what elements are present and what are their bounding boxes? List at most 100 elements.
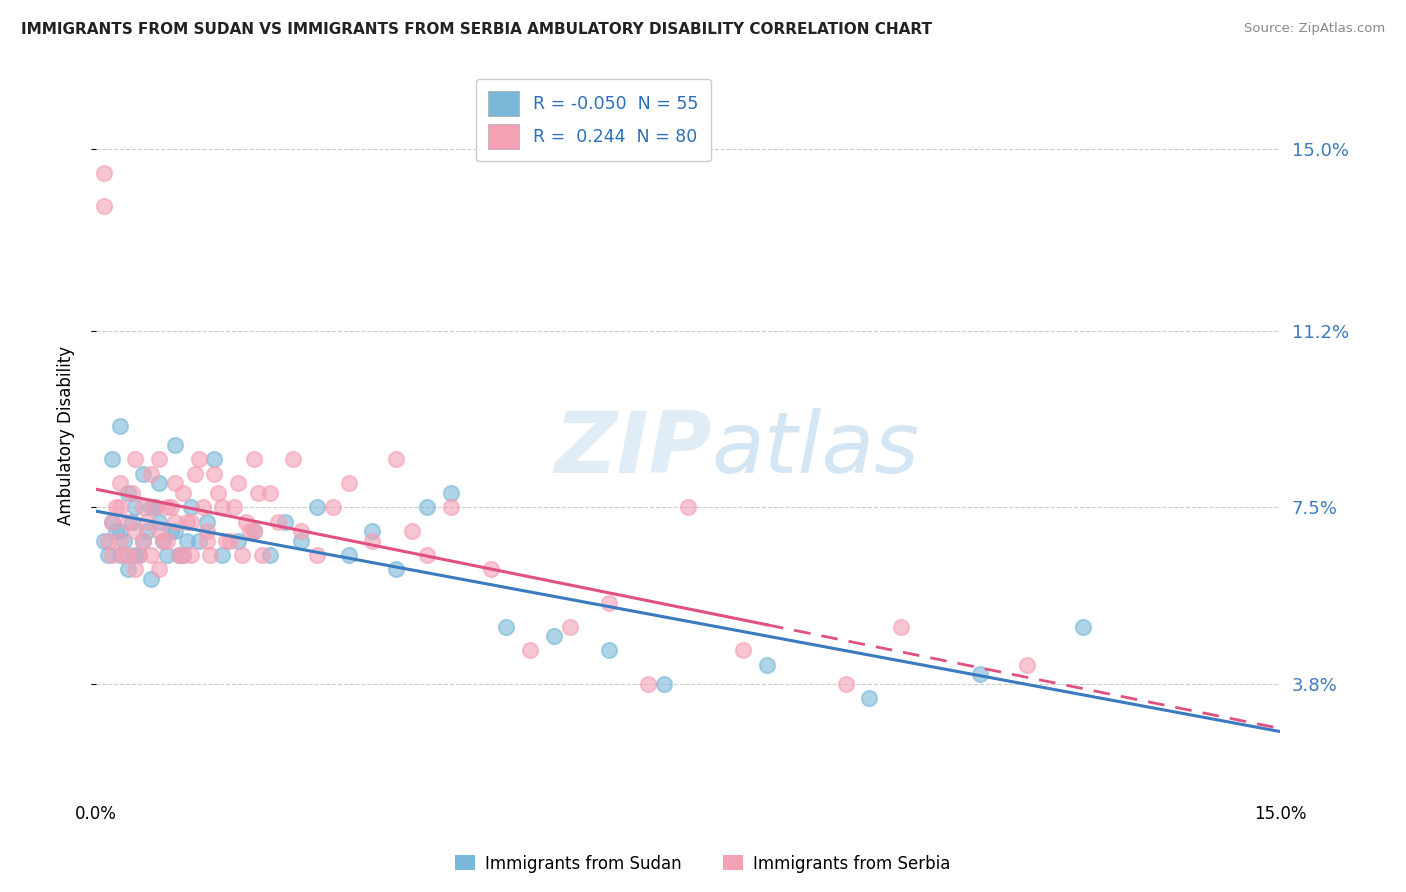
Point [141,467,163,481]
Point [121,515,143,529]
Point [136,524,159,538]
Point [124,562,146,576]
Point [250,548,273,562]
Point [121,486,143,500]
Point [637,677,659,691]
Point [246,486,269,500]
Text: IMMIGRANTS FROM SUDAN VS IMMIGRANTS FROM SERBIA AMBULATORY DISABILITY CORRELATIO: IMMIGRANTS FROM SUDAN VS IMMIGRANTS FROM… [21,22,932,37]
Y-axis label: Ambulatory Disability: Ambulatory Disability [58,346,75,525]
Point [211,548,233,562]
Text: Source: ZipAtlas.com: Source: ZipAtlas.com [1244,22,1385,36]
Point [543,629,565,643]
Point [479,562,502,576]
Point [101,548,124,562]
Point [108,476,131,491]
Point [148,452,170,467]
Point [167,548,190,562]
Point [141,548,163,562]
Point [124,524,146,538]
Point [195,533,218,548]
Point [219,533,242,548]
Point [519,643,541,657]
Point [101,515,124,529]
Point [337,548,360,562]
Point [969,667,991,681]
Point [243,452,266,467]
Point [132,500,155,515]
Point [361,524,384,538]
Point [148,524,170,538]
Point [733,643,755,657]
Point [104,500,127,515]
Point [132,467,155,481]
Point [416,548,439,562]
Point [440,500,463,515]
Point [108,548,131,562]
Point [180,500,202,515]
Point [259,486,281,500]
Point [124,548,146,562]
Point [283,452,305,467]
Point [676,500,699,515]
Point [226,476,249,491]
Point [93,533,115,548]
Point [266,515,288,529]
Point [117,562,139,576]
Point [132,533,155,548]
Point [160,500,183,515]
Point [290,524,312,538]
Point [152,533,174,548]
Point [128,548,150,562]
Point [401,524,423,538]
Point [361,533,384,548]
Point [187,452,209,467]
Point [890,619,912,633]
Point [163,515,186,529]
Point [337,476,360,491]
Point [124,452,146,467]
Point [440,486,463,500]
Point [101,515,124,529]
Point [858,691,880,706]
Point [108,533,131,548]
Point [112,533,135,548]
Point [163,476,186,491]
Point [108,524,131,538]
Point [176,515,198,529]
Point [167,548,190,562]
Point [163,524,186,538]
Point [172,486,194,500]
Point [259,548,281,562]
Point [558,619,581,633]
Point [495,619,517,633]
Point [226,533,249,548]
Point [93,166,115,180]
Point [183,467,205,481]
Point [143,500,166,515]
Point [207,486,229,500]
Point [652,677,675,691]
Point [163,438,186,452]
Point [598,596,620,610]
Point [243,524,266,538]
Point [231,548,253,562]
Point [215,533,238,548]
Point [101,452,124,467]
Point [385,562,408,576]
Point [598,643,620,657]
Point [172,548,194,562]
Point [235,515,257,529]
Point [191,500,214,515]
Point [160,524,183,538]
Point [211,500,233,515]
Point [305,548,328,562]
Point [239,524,262,538]
Point [200,548,222,562]
Point [136,515,159,529]
Point [274,515,297,529]
Point [93,199,115,213]
Point [322,500,344,515]
Point [176,533,198,548]
Point [224,500,246,515]
Point [180,515,202,529]
